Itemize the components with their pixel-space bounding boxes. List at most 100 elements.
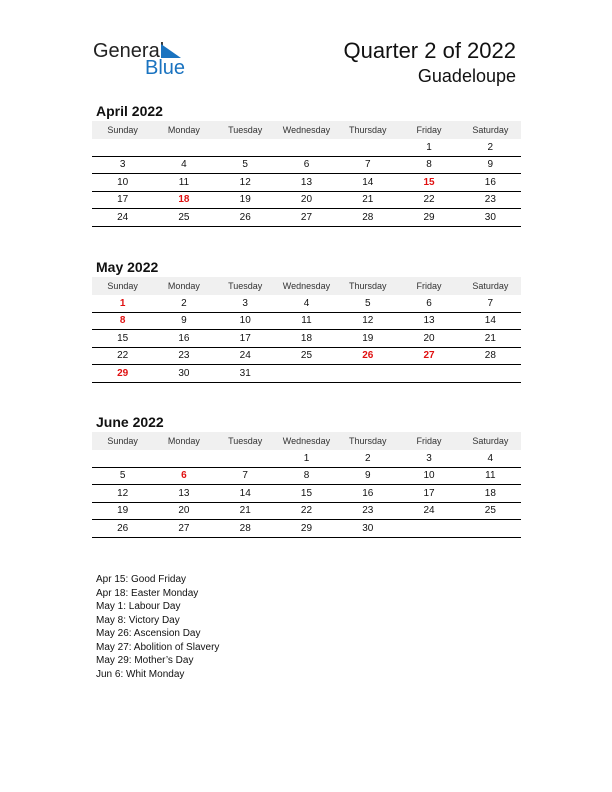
week-row: 8 9 10 11 12 13 14 [92, 313, 521, 330]
day-cell: 2 [487, 141, 494, 153]
holiday-day: 26 [362, 350, 374, 362]
week-row: 19 20 21 22 23 24 25 [92, 503, 521, 520]
day-cell: 19 [117, 505, 129, 517]
weekday-label: Tuesday [228, 125, 263, 135]
week-row: 1 2 3 4 5 6 7 [92, 295, 521, 313]
day-cell: 19 [239, 194, 251, 206]
day-cell: 7 [242, 470, 248, 482]
day-cell: 18 [300, 332, 313, 344]
day-cell: 11 [485, 470, 496, 482]
weekday-label: Monday [167, 436, 200, 446]
day-cell: 21 [484, 332, 496, 344]
day-cell: 3 [242, 297, 248, 309]
day-cell: 17 [117, 194, 129, 206]
day-cell: 9 [487, 159, 494, 171]
day-cell: 1 [303, 452, 310, 464]
week-row: 24 25 26 27 28 29 30 [92, 209, 521, 227]
day-cell: 13 [300, 176, 313, 188]
weekday-label: Saturday [472, 125, 509, 135]
day-cell: 25 [484, 505, 496, 517]
holiday-item: May 27: Abolition of Slavery [96, 641, 220, 653]
holiday-item: May 29: Mother’s Day [96, 655, 194, 666]
day-cell: 23 [362, 505, 374, 517]
day-cell: 28 [239, 522, 251, 534]
day-cell: 27 [178, 522, 190, 534]
month-title: April 2022 [96, 103, 163, 119]
holiday-day: 27 [423, 350, 435, 362]
logo-blue: Blue [145, 57, 186, 79]
day-cell: 16 [362, 487, 374, 499]
weekday-label: Saturday [472, 281, 509, 291]
day-cell: 26 [117, 522, 129, 534]
holiday-item: May 1: Labour Day [96, 601, 181, 612]
weekday-label: Sunday [107, 125, 138, 135]
day-cell: 5 [119, 470, 126, 482]
day-cell: 5 [364, 297, 371, 309]
month-calendar: May 2022 Sunday Monday Tuesday Wednesday Thur… [92, 259, 521, 383]
day-cell: 28 [362, 211, 374, 223]
day-cell: 10 [239, 315, 251, 327]
weekday-label: Tuesday [228, 281, 263, 291]
day-cell: 20 [178, 505, 190, 517]
day-cell: 24 [423, 505, 435, 517]
day-cell: 14 [484, 315, 496, 327]
day-cell: 23 [484, 194, 496, 206]
day-cell: 19 [362, 332, 374, 344]
day-cell: 9 [364, 470, 371, 482]
region-name: Guadeloupe [417, 66, 516, 86]
day-cell: 7 [487, 297, 494, 309]
holiday-item: Jun 6: Whit Monday [96, 668, 185, 680]
day-cell: 1 [426, 141, 432, 153]
day-cell: 22 [423, 194, 435, 206]
week-row: 12 13 14 15 16 17 18 [92, 485, 521, 503]
weekday-header: Sunday Monday Tuesday Wednesday Thursday Frid… [92, 121, 521, 139]
day-cell: 16 [484, 176, 496, 188]
weekday-header: Sunday Monday Tuesday Wednesday Thursday Frid… [92, 277, 521, 295]
day-cell: 29 [300, 522, 313, 534]
day-cell: 2 [364, 452, 371, 464]
day-cell: 12 [362, 315, 374, 327]
week-row: 17 18 19 20 21 22 23 [92, 192, 521, 209]
day-cell: 22 [300, 505, 313, 517]
month-calendar: June 2022 Sunday Monday Tuesday Wednesday Thu… [92, 414, 521, 538]
holiday-list: Apr 15: Good Friday Apr 18: Easter Monday… [96, 573, 219, 681]
week-row: 22 23 24 25 26 27 28 [92, 348, 521, 365]
day-cell: 27 [300, 211, 313, 223]
weekday-label: Monday [167, 125, 200, 135]
holiday-day: 18 [178, 194, 190, 206]
week-row: 3 4 5 6 7 8 9 [92, 157, 521, 174]
month-calendar: April 2022 Sunday Monday Tuesday Wednesday Th… [92, 103, 521, 227]
day-cell: 30 [362, 522, 374, 534]
weekday-label: Saturday [472, 436, 509, 446]
day-cell: 20 [423, 332, 435, 344]
day-cell: 15 [300, 487, 313, 499]
day-cell: 20 [300, 194, 313, 206]
day-cell: 30 [484, 211, 496, 223]
holiday-day: 6 [181, 470, 187, 482]
day-cell: 17 [423, 487, 435, 499]
day-cell: 12 [239, 176, 251, 188]
day-cell: 11 [301, 315, 312, 327]
weekday-label: Friday [416, 125, 442, 135]
weekday-label: Wednesday [282, 281, 331, 291]
week-row: 15 16 17 18 19 20 21 [92, 330, 521, 348]
weekday-label: Wednesday [282, 125, 331, 135]
holiday-day: 8 [119, 315, 126, 327]
day-cell: 15 [117, 332, 129, 344]
day-cell: 11 [178, 176, 190, 188]
logo-general: General [93, 40, 165, 62]
day-cell: 4 [303, 297, 310, 309]
day-cell: 21 [239, 505, 251, 517]
holiday-day: 1 [119, 297, 126, 309]
holiday-day: 29 [117, 367, 129, 379]
day-cell: 2 [181, 297, 187, 309]
day-cell: 16 [178, 332, 190, 344]
weekday-label: Thursday [349, 281, 387, 291]
day-cell: 24 [239, 350, 251, 362]
weekday-label: Thursday [349, 125, 387, 135]
weekday-label: Sunday [107, 281, 138, 291]
day-cell: 25 [300, 350, 313, 362]
day-cell: 26 [239, 211, 251, 223]
day-cell: 6 [303, 159, 310, 171]
